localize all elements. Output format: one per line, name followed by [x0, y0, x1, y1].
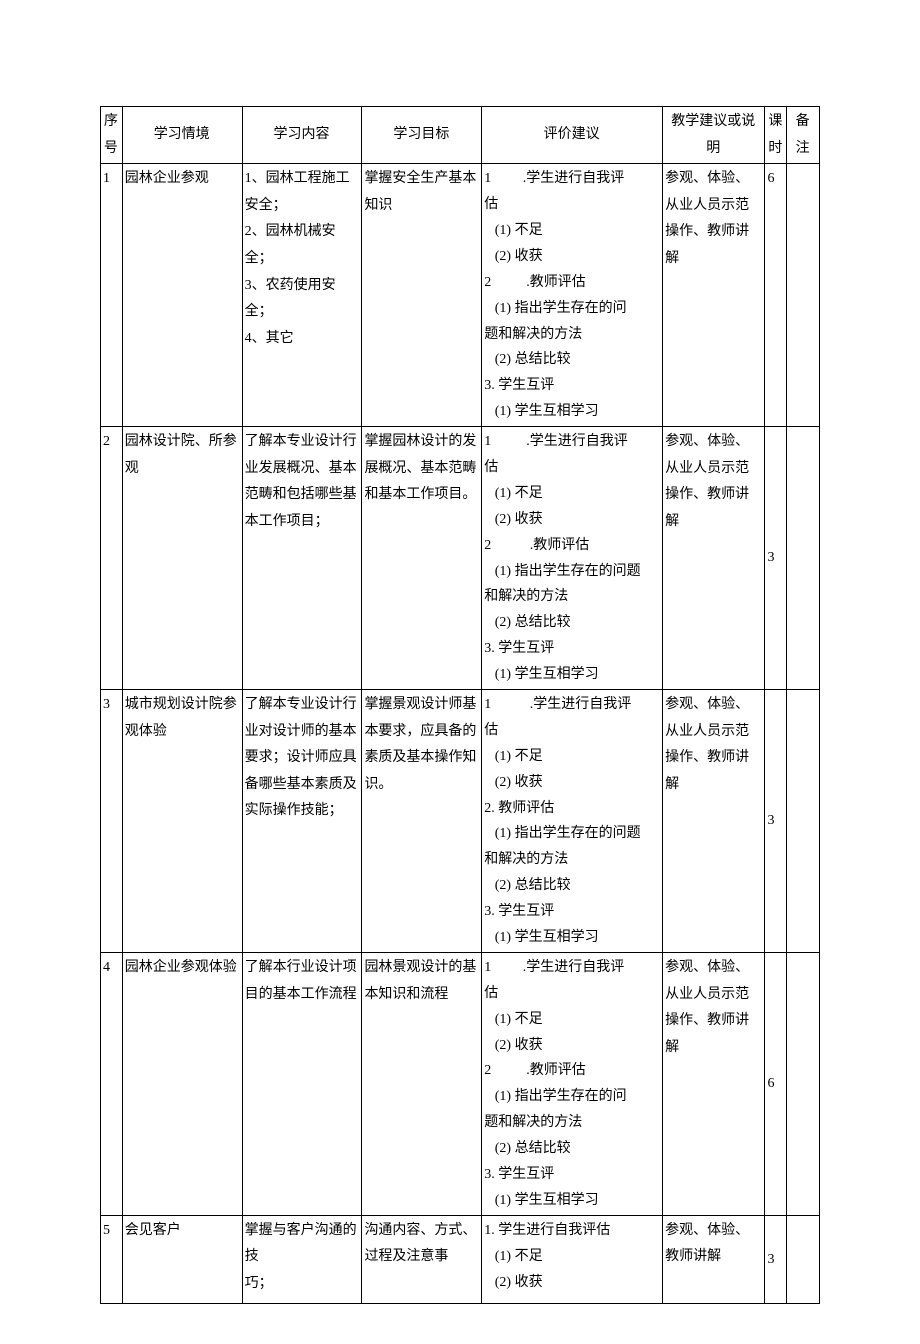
col-header-hours: 课时: [765, 107, 787, 164]
cell-suggest: 参观、体验、教师讲解: [663, 1215, 765, 1303]
cell-goal: 沟通内容、方式、过程及注意事: [362, 1215, 482, 1303]
col-header-goal: 学习目标: [362, 107, 482, 164]
cell-eval: 1 .学生进行自我评 估 (1) 不足 (2) 收获 2 .教师评估 (1) 指…: [482, 427, 663, 690]
cell-content: 了解本行业设计项目的基本工作流程: [242, 952, 362, 1215]
cell-content: 了解本专业设计行业对设计师的基本要求；设计师应具备哪些基本素质及实际操作技能；: [242, 690, 362, 953]
cell-suggest: 参观、体验、从业人员示范操作、教师讲解: [663, 952, 765, 1215]
table-row: 2 园林设计院、所参观 了解本专业设计行业发展概况、基本范畴和包括哪些基本工作项…: [101, 427, 820, 690]
col-header-note: 备注: [787, 107, 820, 164]
cell-suggest: 参观、体验、从业人员示范操作、教师讲解: [663, 690, 765, 953]
cell-context: 城市规划设计院参观体验: [122, 690, 242, 953]
cell-note: [787, 164, 820, 427]
cell-hours: 3: [765, 1215, 787, 1303]
cell-goal: 掌握园林设计的发展概况、基本范畴和基本工作项目。: [362, 427, 482, 690]
document-page: 序号 学习情境 学习内容 学习目标 评价建议 教学建议或说明 课时 备注 1 园…: [0, 0, 920, 1344]
cell-context: 会见客户: [122, 1215, 242, 1303]
cell-goal: 掌握安全生产基本知识: [362, 164, 482, 427]
cell-eval: 1 .学生进行自我评 估 (1) 不足 (2) 收获 2 .教师评估 (1) 指…: [482, 952, 663, 1215]
col-header-eval: 评价建议: [482, 107, 663, 164]
table-header-row: 序号 学习情境 学习内容 学习目标 评价建议 教学建议或说明 课时 备注: [101, 107, 820, 164]
cell-content: 1、园林工程施工安全； 2、园林机械安全； 3、农药使用安全； 4、其它: [242, 164, 362, 427]
cell-hours: 3: [765, 690, 787, 953]
col-header-content: 学习内容: [242, 107, 362, 164]
cell-seq: 1: [101, 164, 123, 427]
cell-seq: 2: [101, 427, 123, 690]
table-row: 3 城市规划设计院参观体验 了解本专业设计行业对设计师的基本要求；设计师应具备哪…: [101, 690, 820, 953]
cell-hours: 6: [765, 164, 787, 427]
cell-suggest: 参观、体验、从业人员示范操作、教师讲解: [663, 427, 765, 690]
cell-context: 园林设计院、所参观: [122, 427, 242, 690]
cell-note: [787, 1215, 820, 1303]
cell-context: 园林企业参观: [122, 164, 242, 427]
cell-content: 掌握与客户沟通的技 巧；: [242, 1215, 362, 1303]
cell-note: [787, 690, 820, 953]
curriculum-table: 序号 学习情境 学习内容 学习目标 评价建议 教学建议或说明 课时 备注 1 园…: [100, 106, 820, 1304]
cell-eval: 1 .学生进行自我评 估 (1) 不足 (2) 收获 2. 教师评估 (1) 指…: [482, 690, 663, 953]
table-row: 5 会见客户 掌握与客户沟通的技 巧； 沟通内容、方式、过程及注意事 1. 学生…: [101, 1215, 820, 1303]
cell-note: [787, 427, 820, 690]
cell-seq: 3: [101, 690, 123, 953]
table-row: 4 园林企业参观体验 了解本行业设计项目的基本工作流程 园林景观设计的基本知识和…: [101, 952, 820, 1215]
cell-goal: 掌握景观设计师基本要求，应具备的素质及基本操作知识。: [362, 690, 482, 953]
cell-content: 了解本专业设计行业发展概况、基本范畴和包括哪些基本工作项目；: [242, 427, 362, 690]
cell-hours: 6: [765, 952, 787, 1215]
cell-hours: 3: [765, 427, 787, 690]
cell-goal: 园林景观设计的基本知识和流程: [362, 952, 482, 1215]
cell-note: [787, 952, 820, 1215]
cell-seq: 4: [101, 952, 123, 1215]
cell-seq: 5: [101, 1215, 123, 1303]
cell-suggest: 参观、体验、从业人员示范操作、教师讲解: [663, 164, 765, 427]
col-header-suggest: 教学建议或说明: [663, 107, 765, 164]
col-header-context: 学习情境: [122, 107, 242, 164]
table-row: 1 园林企业参观 1、园林工程施工安全； 2、园林机械安全； 3、农药使用安全；…: [101, 164, 820, 427]
cell-context: 园林企业参观体验: [122, 952, 242, 1215]
cell-eval: 1. 学生进行自我评估 (1) 不足 (2) 收获: [482, 1215, 663, 1303]
cell-eval: 1 .学生进行自我评 估 (1) 不足 (2) 收获 2 .教师评估 (1) 指…: [482, 164, 663, 427]
col-header-seq: 序号: [101, 107, 123, 164]
